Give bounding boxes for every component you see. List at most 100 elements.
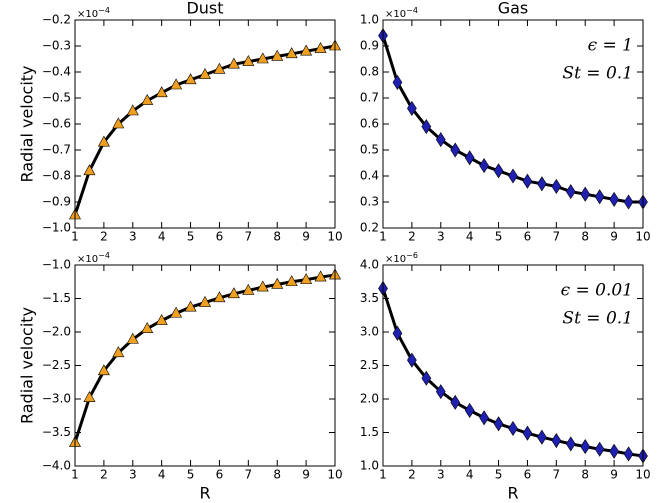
diamond-marker bbox=[479, 158, 489, 174]
diamond-marker bbox=[609, 443, 619, 459]
y-tick-label: 0.8 bbox=[360, 65, 379, 79]
triangle-marker bbox=[112, 346, 125, 358]
triangle-marker bbox=[271, 49, 284, 61]
y-tick-label: 3.0 bbox=[360, 325, 379, 339]
x-tick-label: 5 bbox=[187, 468, 195, 482]
x-tick-label: 5 bbox=[495, 230, 503, 244]
diamond-marker bbox=[479, 410, 489, 426]
x-tick-label: 10 bbox=[327, 230, 342, 244]
y-offset-exponent: −4 bbox=[98, 6, 110, 15]
diamond-marker bbox=[493, 163, 504, 179]
triangle-marker bbox=[97, 364, 110, 376]
triangle-marker bbox=[314, 41, 327, 53]
triangle-marker bbox=[242, 283, 255, 295]
triangle-marker bbox=[227, 57, 240, 69]
x-tick-label: 3 bbox=[129, 468, 137, 482]
x-tick-label: 2 bbox=[100, 230, 108, 244]
triangle-marker bbox=[314, 270, 327, 282]
y-tick-label: −2.0 bbox=[42, 325, 71, 339]
x-tick-label: 2 bbox=[408, 230, 416, 244]
triangle-marker bbox=[213, 291, 226, 303]
x-tick-label: 2 bbox=[408, 468, 416, 482]
x-tick-label: 10 bbox=[635, 468, 650, 482]
y-tick-label: 0.7 bbox=[360, 91, 379, 105]
y-tick-label: −3.5 bbox=[42, 425, 71, 439]
y-tick-label: 0.6 bbox=[360, 117, 379, 131]
triangle-marker bbox=[141, 93, 154, 105]
x-tick-label: 5 bbox=[187, 230, 195, 244]
x-tick-label: 8 bbox=[273, 468, 281, 482]
triangle-marker bbox=[256, 280, 269, 292]
x-tick-label: 1 bbox=[379, 230, 387, 244]
y-axis-label: Radial velocity bbox=[18, 65, 37, 182]
diamond-marker bbox=[392, 325, 403, 341]
diamond-marker bbox=[407, 352, 417, 368]
triangle-marker bbox=[83, 391, 96, 402]
y-tick-label: 1.0 bbox=[360, 13, 379, 27]
triangle-marker bbox=[155, 86, 168, 98]
diamond-marker bbox=[537, 429, 547, 445]
triangle-marker bbox=[83, 164, 96, 176]
x-tick-label: 9 bbox=[610, 230, 618, 244]
y-tick-label: −0.3 bbox=[42, 39, 71, 53]
diamond-marker bbox=[508, 420, 518, 437]
x-tick-label: 4 bbox=[466, 230, 474, 244]
diamond-marker bbox=[464, 150, 475, 166]
x-tick-label: 1 bbox=[71, 230, 79, 244]
panel-title: Gas bbox=[498, 0, 529, 18]
x-tick-label: 8 bbox=[273, 230, 281, 244]
triangle-marker bbox=[300, 44, 313, 56]
y-tick-label: 1.0 bbox=[360, 459, 379, 473]
y-tick-label: 2.0 bbox=[360, 392, 379, 406]
y-tick-label: 2.5 bbox=[360, 358, 379, 372]
diamond-marker bbox=[435, 384, 446, 400]
annotation: ϵ = 0.01 bbox=[561, 281, 633, 301]
triangle-marker bbox=[198, 295, 212, 307]
diamond-marker bbox=[565, 436, 576, 452]
y-offset-label: ×10−4 bbox=[77, 251, 110, 266]
diamond-marker bbox=[565, 184, 576, 200]
y-offset-label: ×10−6 bbox=[385, 251, 418, 266]
diamond-marker bbox=[508, 168, 518, 184]
annotation: St = 0.1 bbox=[562, 64, 633, 84]
y-tick-label: 4.0 bbox=[360, 258, 379, 272]
x-tick-label: 9 bbox=[302, 230, 310, 244]
x-tick-label: 3 bbox=[437, 230, 445, 244]
triangle-marker bbox=[112, 117, 125, 129]
y-tick-label: −0.6 bbox=[42, 117, 71, 131]
y-tick-label: −0.8 bbox=[42, 169, 71, 183]
diamond-marker bbox=[392, 74, 403, 90]
diamond-marker bbox=[450, 394, 461, 410]
x-tick-label: 3 bbox=[129, 230, 137, 244]
y-tick-label: 0.5 bbox=[360, 143, 379, 157]
triangle-marker bbox=[155, 313, 168, 325]
triangle-marker bbox=[285, 47, 298, 59]
y-tick-label: 1.5 bbox=[360, 425, 379, 439]
diamond-marker bbox=[594, 189, 605, 205]
x-axis-label: R bbox=[199, 484, 210, 503]
y-tick-label: 0.2 bbox=[360, 221, 379, 235]
x-tick-label: 10 bbox=[327, 468, 342, 482]
y-tick-label: −1.0 bbox=[42, 221, 71, 235]
triangle-marker bbox=[184, 73, 197, 85]
y-offset-exponent: −4 bbox=[406, 6, 418, 15]
triangle-marker bbox=[300, 273, 313, 285]
y-tick-label: −3.0 bbox=[42, 392, 71, 406]
y-offset-label: ×10−4 bbox=[77, 6, 110, 21]
y-offset-exponent: −4 bbox=[98, 251, 110, 260]
y-tick-label: 0.3 bbox=[360, 195, 379, 209]
triangle-marker bbox=[227, 287, 240, 299]
x-tick-label: 1 bbox=[71, 468, 79, 482]
diamond-marker bbox=[464, 402, 475, 418]
diamond-marker bbox=[450, 142, 461, 158]
diamond-marker bbox=[493, 416, 504, 432]
diamond-marker bbox=[435, 132, 446, 148]
x-tick-label: 6 bbox=[524, 468, 532, 482]
y-tick-label: −4.0 bbox=[42, 459, 71, 473]
x-tick-label: 6 bbox=[216, 230, 224, 244]
x-tick-label: 2 bbox=[100, 468, 108, 482]
triangle-marker bbox=[170, 306, 183, 318]
diamond-marker bbox=[609, 191, 619, 207]
y-tick-label: −1.0 bbox=[42, 258, 71, 272]
